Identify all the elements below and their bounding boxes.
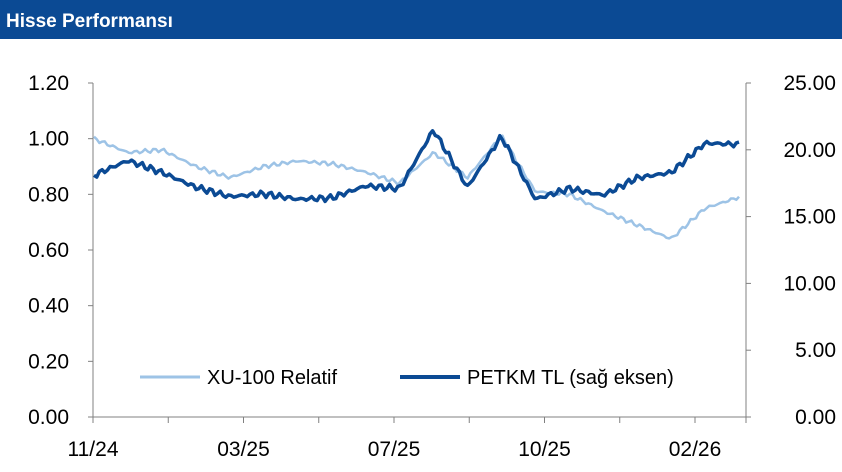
left-tick-label: 1.20 xyxy=(28,72,69,95)
left-axis-ticks: 0.00 0.20 0.40 0.60 0.80 1.00 1.20 xyxy=(28,72,93,429)
right-tick-label: 5.00 xyxy=(795,339,836,362)
left-tick-label: 0.40 xyxy=(28,295,69,318)
legend-label-relative: XU-100 Relatif xyxy=(207,367,338,389)
right-axis-ticks: 0.00 5.00 10.00 15.00 20.00 25.00 xyxy=(746,72,836,429)
x-tick-label: 02/26 xyxy=(669,438,722,461)
header-bar: Hisse Performansı xyxy=(0,0,842,39)
series-line-relative xyxy=(93,134,740,240)
chart-legend: XU-100 Relatif PETKM TL (sağ eksen) xyxy=(140,367,674,389)
x-tick-label: 10/25 xyxy=(518,438,571,461)
page-title: Hisse Performansı xyxy=(6,11,173,32)
right-tick-label: 10.00 xyxy=(783,272,836,295)
left-tick-label: 0.80 xyxy=(28,183,69,206)
right-tick-label: 20.00 xyxy=(783,139,836,162)
left-tick-label: 1.00 xyxy=(28,128,69,151)
x-tick-label: 07/25 xyxy=(368,438,421,461)
legend-label-petkm: PETKM TL (sağ eksen) xyxy=(467,367,674,389)
left-tick-label: 0.20 xyxy=(28,350,69,373)
x-tick-label: 11/24 xyxy=(68,438,119,461)
right-tick-label: 15.00 xyxy=(783,206,836,229)
series-line-petkm xyxy=(93,129,740,204)
left-tick-label: 0.60 xyxy=(28,239,69,262)
x-axis-ticks: 11/24 03/25 07/25 10/25 02/26 xyxy=(68,417,747,461)
left-tick-label: 0.00 xyxy=(28,406,69,429)
right-tick-label: 25.00 xyxy=(783,72,836,95)
series-lines xyxy=(93,129,740,240)
right-tick-label: 0.00 xyxy=(795,406,836,429)
x-tick-label: 03/25 xyxy=(217,438,270,461)
